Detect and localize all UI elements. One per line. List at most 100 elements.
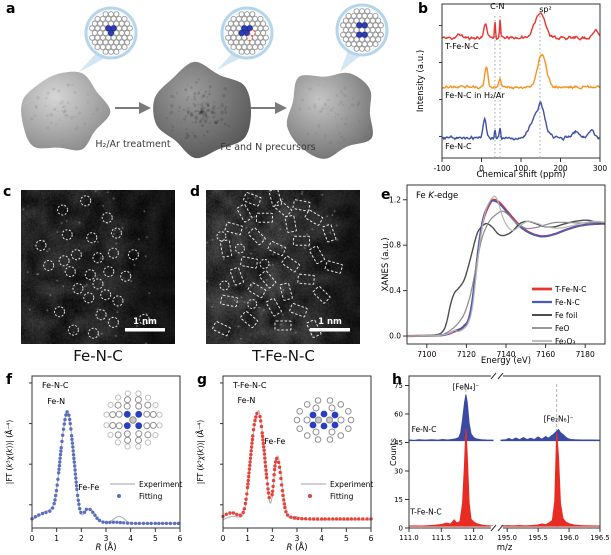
particle-texture-dot bbox=[212, 115, 216, 119]
plot-frame bbox=[441, 3, 601, 159]
particle-texture-dot bbox=[44, 104, 47, 108]
series-label: T-Fe-N-C bbox=[409, 508, 441, 517]
particle-texture-dot bbox=[192, 102, 195, 105]
particle-texture-dot bbox=[194, 120, 198, 124]
particle-texture-dot bbox=[200, 106, 204, 111]
particle-texture-dot bbox=[224, 111, 228, 114]
particle-texture-dot bbox=[57, 110, 59, 112]
carbon-atom bbox=[353, 45, 360, 52]
exafs-fitting-dot bbox=[73, 468, 77, 472]
carbon-atom bbox=[252, 44, 259, 51]
particle-texture-dot bbox=[202, 114, 205, 117]
axis-break-slash bbox=[490, 524, 497, 532]
particle-texture-dot bbox=[210, 110, 214, 114]
carbon-atom bbox=[377, 22, 384, 29]
carbon-atom bbox=[113, 30, 120, 37]
particle-texture-dot bbox=[207, 92, 211, 96]
carbon-atom bbox=[235, 15, 242, 22]
y-tick-label: 1.2 bbox=[389, 195, 401, 204]
nitrogen-atom bbox=[361, 31, 368, 38]
exafs-fitting-dot bbox=[263, 460, 267, 464]
exafs-fitting-dot bbox=[247, 467, 252, 471]
mass-spectrum-Fe-N-C bbox=[408, 394, 494, 442]
exafs-fitting-dot bbox=[73, 472, 78, 476]
carbon-atom bbox=[233, 39, 240, 46]
carbon-atom bbox=[345, 22, 352, 29]
carbon-atom bbox=[156, 422, 163, 429]
atom-pair-marker bbox=[224, 221, 243, 236]
exafs-fitting-dot bbox=[74, 480, 78, 484]
carbon-atom bbox=[328, 428, 336, 436]
xanes-curve-Fe foil bbox=[406, 219, 606, 337]
particle-texture-dot bbox=[58, 101, 62, 105]
particle-texture-dot bbox=[207, 103, 210, 107]
exafs-fitting-dot bbox=[254, 415, 258, 419]
exafs-fitting-dot bbox=[70, 437, 74, 442]
particle-texture-dot bbox=[189, 112, 194, 116]
panel-a-schematic: H₂/Ar treatment Fe and N precursors bbox=[21, 3, 389, 159]
particle-texture-dot bbox=[204, 91, 207, 94]
particle-texture-dot bbox=[191, 131, 194, 134]
carbon-atom bbox=[118, 39, 125, 46]
particle-texture-dot bbox=[202, 110, 206, 114]
atom-pair-marker bbox=[219, 239, 233, 258]
particle-texture-dot bbox=[201, 106, 204, 109]
peak-label: Fe-Fe bbox=[78, 483, 99, 492]
particle-texture-dot bbox=[205, 115, 209, 120]
exafs-fitting-dot bbox=[262, 445, 266, 449]
carbon-atom bbox=[369, 17, 376, 24]
carbon-atom bbox=[345, 41, 352, 48]
carbon-atom bbox=[94, 25, 101, 32]
particle-texture-dot bbox=[202, 101, 205, 104]
axis-break-slash bbox=[490, 372, 497, 380]
particle-texture-dot bbox=[329, 108, 333, 112]
exafs-fitting-dot bbox=[248, 460, 252, 464]
carbon-atom bbox=[230, 44, 237, 51]
particle-texture-dot bbox=[178, 106, 181, 109]
particle-texture-dot bbox=[190, 86, 193, 90]
single-atom-marker bbox=[43, 260, 55, 271]
axis-break-slash bbox=[497, 524, 504, 532]
stem-image-t-fe-n-c bbox=[206, 190, 360, 344]
atom-pair-marker bbox=[312, 285, 331, 304]
arrow2-label: Fe and N precursors bbox=[220, 142, 315, 153]
carbon-atom bbox=[260, 20, 267, 27]
carbon-atom bbox=[227, 20, 234, 27]
carbon-atom bbox=[135, 402, 143, 410]
carbon-atom bbox=[89, 34, 96, 41]
particle-texture-dot bbox=[341, 103, 345, 107]
exafs-fitting-dot bbox=[260, 431, 264, 435]
x-tick-label: 3 bbox=[104, 534, 109, 543]
x-tick-label: 200 bbox=[553, 164, 568, 173]
single-atom-marker bbox=[103, 266, 115, 278]
carbon-atom bbox=[135, 430, 143, 438]
carbon-atom bbox=[348, 36, 355, 43]
exafs-fitting-dot bbox=[342, 517, 346, 521]
exafs-fitting-dot bbox=[327, 517, 331, 521]
atom-pair-marker bbox=[289, 302, 308, 318]
legend-dot bbox=[117, 494, 121, 498]
exafs-fitting-dot bbox=[157, 521, 161, 526]
exafs-fitting-dot bbox=[246, 478, 250, 483]
particle-texture-dot bbox=[200, 123, 205, 128]
particle-texture-dot bbox=[323, 85, 326, 87]
axis-break-slash bbox=[497, 372, 504, 380]
nitrogen-atom bbox=[246, 25, 253, 32]
single-atom-marker bbox=[58, 255, 70, 267]
particle-texture-dot bbox=[203, 113, 208, 118]
nmr-spectrum-Fe-N-C bbox=[441, 101, 601, 142]
nmr-spectrum-T-Fe-N-C bbox=[441, 12, 601, 41]
particle-texture-dot bbox=[86, 93, 90, 96]
nitrogen-atom bbox=[320, 410, 328, 418]
carbon-atom bbox=[238, 11, 245, 18]
nitrogen-atom bbox=[238, 29, 245, 36]
y-axis-title: |FT (k³χ(k))| (Å⁻⁴) bbox=[196, 420, 205, 484]
exafs-fitting-dot bbox=[255, 411, 259, 416]
particle-texture-dot bbox=[73, 90, 77, 95]
carbon-atom bbox=[107, 11, 114, 18]
exafs-fitting-dot bbox=[285, 513, 290, 517]
nitrogen-atom bbox=[361, 22, 368, 29]
x-axis-title: R (Å) bbox=[286, 541, 307, 553]
exafs-fitting-dot bbox=[91, 510, 95, 514]
particle-texture-dot bbox=[213, 101, 216, 103]
